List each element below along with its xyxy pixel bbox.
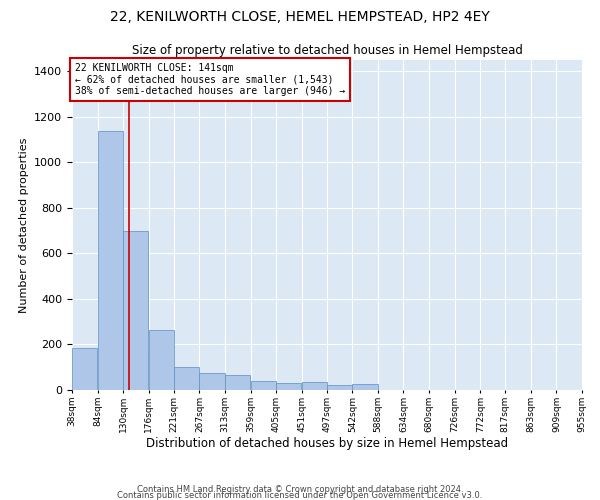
Title: Size of property relative to detached houses in Hemel Hempstead: Size of property relative to detached ho… [131,44,523,58]
Bar [225,375,250,390]
Bar [174,367,199,390]
Bar [251,381,276,390]
Text: Contains HM Land Registry data © Crown copyright and database right 2024.: Contains HM Land Registry data © Crown c… [137,484,463,494]
Text: 22 KENILWORTH CLOSE: 141sqm
← 62% of detached houses are smaller (1,543)
38% of : 22 KENILWORTH CLOSE: 141sqm ← 62% of det… [74,64,345,96]
Bar [302,382,327,390]
Bar [327,386,353,390]
X-axis label: Distribution of detached houses by size in Hemel Hempstead: Distribution of detached houses by size … [146,438,508,450]
Bar [72,348,97,390]
Bar [199,373,224,390]
Text: Contains public sector information licensed under the Open Government Licence v3: Contains public sector information licen… [118,490,482,500]
Bar [352,384,377,390]
Y-axis label: Number of detached properties: Number of detached properties [19,138,29,312]
Bar [98,130,123,390]
Bar [149,330,174,390]
Bar [123,230,148,390]
Bar [276,383,301,390]
Text: 22, KENILWORTH CLOSE, HEMEL HEMPSTEAD, HP2 4EY: 22, KENILWORTH CLOSE, HEMEL HEMPSTEAD, H… [110,10,490,24]
